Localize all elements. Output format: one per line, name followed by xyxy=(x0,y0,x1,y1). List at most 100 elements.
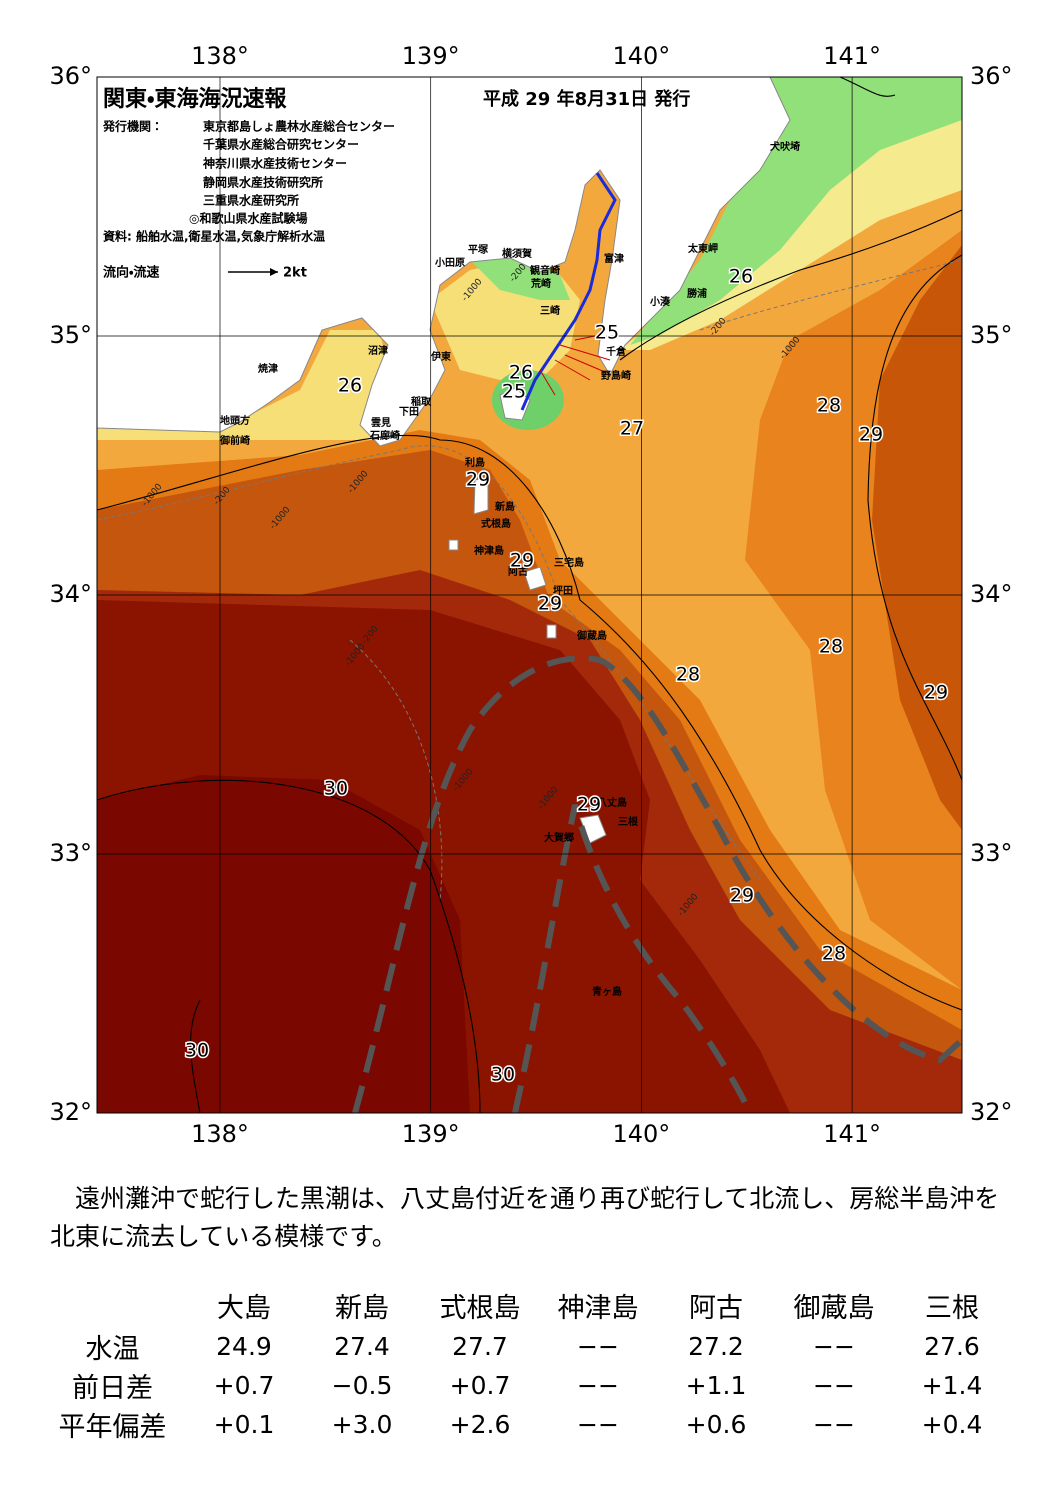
cell: +0.7 xyxy=(449,1371,511,1400)
column-header: 三根 xyxy=(925,1292,979,1324)
place-name: 大賀郷 xyxy=(544,831,574,844)
place-name: 式根島 xyxy=(481,517,511,530)
column-header: 御蔵島 xyxy=(793,1292,875,1324)
temperature-label: 30 xyxy=(491,1064,515,1086)
cell: +1.1 xyxy=(685,1371,747,1400)
publisher: ◎和歌山県水産試験場 xyxy=(189,211,307,226)
place-name: 沼津 xyxy=(368,344,388,357)
data-source: 資料: 船舶水温,衛星水温,気象庁解析水温 xyxy=(103,229,325,244)
temperature-label: 25 xyxy=(595,322,619,344)
lat-label: 36° xyxy=(49,62,92,90)
cell: −− xyxy=(813,1410,855,1439)
cell: +1.4 xyxy=(921,1371,983,1400)
lon-label: 140° xyxy=(612,42,670,70)
cell: +2.6 xyxy=(449,1410,511,1439)
place-name: 新島 xyxy=(494,500,515,513)
data-row: 平年偏差 +0.1 +3.0 +2.6 −− +0.6 −− +0.4 xyxy=(40,1405,1011,1444)
legend-arrowhead xyxy=(270,268,278,276)
lon-label: 141° xyxy=(823,1120,881,1148)
row-label: 水温 xyxy=(85,1334,140,1365)
place-name: 平塚 xyxy=(468,243,489,256)
place-name: 焼津 xyxy=(258,362,278,375)
place-name: 石廊崎 xyxy=(369,429,400,442)
cell: +3.0 xyxy=(331,1410,393,1439)
temperature-label: 29 xyxy=(538,593,562,615)
cell: 27.7 xyxy=(452,1332,508,1361)
cell: −− xyxy=(577,1410,619,1439)
data-row: 前日差 +0.7 −0.5 +0.7 −− +1.1 −− +1.4 xyxy=(40,1366,1011,1405)
header-row: 大島 新島 式根島 神津島 阿古 御蔵島 三根 xyxy=(40,1283,1011,1327)
map: 関東・東海海況速報 平成 29 年8月31日 発行 発行機関： 資料: 船舶水温… xyxy=(49,42,1013,1148)
publisher: 東京都島しょ農林水産総合センター xyxy=(203,119,395,134)
column-header: 神津島 xyxy=(557,1292,639,1324)
cell: +0.7 xyxy=(213,1371,275,1400)
place-name: 小湊 xyxy=(649,295,671,308)
current-legend: 流向・流速 xyxy=(103,265,159,281)
temperature-label: 28 xyxy=(822,943,846,965)
lon-label: 138° xyxy=(191,1120,249,1148)
column-header: 式根島 xyxy=(439,1292,521,1324)
lat-label: 36° xyxy=(970,62,1013,90)
lat-label: 33° xyxy=(49,839,92,867)
temperature-label: 28 xyxy=(819,636,843,658)
temperature-label: 27 xyxy=(620,418,644,440)
lat-label: 34° xyxy=(970,580,1013,608)
temperature-label: 29 xyxy=(859,424,883,446)
place-name: 富津 xyxy=(604,252,624,265)
place-name: 稲取 xyxy=(411,395,432,408)
place-name: 横須賀 xyxy=(502,247,532,260)
place-name: 観音崎 xyxy=(530,264,560,277)
cell: −− xyxy=(577,1332,619,1361)
place-name: 犬吠埼 xyxy=(770,140,800,153)
row-label: 前日差 xyxy=(72,1373,153,1404)
temperature-label: 26 xyxy=(729,266,753,288)
place-name: 小田原 xyxy=(434,256,465,269)
temperature-label: 26 xyxy=(509,362,533,384)
temperature-label: 28 xyxy=(676,664,700,686)
place-name: 御蔵島 xyxy=(576,629,607,642)
lon-label: 139° xyxy=(402,42,460,70)
place-name: 御前崎 xyxy=(219,434,250,447)
cell: 27.6 xyxy=(924,1332,980,1361)
row-label: 平年偏差 xyxy=(58,1412,167,1443)
place-name: 神津島 xyxy=(473,544,504,557)
cell: −− xyxy=(577,1371,619,1400)
sea-temperature-map xyxy=(97,77,962,1113)
cell: +0.4 xyxy=(921,1410,983,1439)
issue-date: 平成 29 年8月31日 発行 xyxy=(483,88,690,110)
cell: 27.4 xyxy=(334,1332,390,1361)
place-name: 太東岬 xyxy=(687,242,718,255)
place-name: 青ヶ島 xyxy=(592,985,622,998)
temperature-label: 29 xyxy=(510,550,534,572)
temperature-label: 25 xyxy=(502,381,526,403)
place-name: 坪田 xyxy=(553,584,573,597)
place-name: 三崎 xyxy=(540,304,560,317)
publisher: 千葉県水産総合研究センター xyxy=(203,137,359,152)
summary: 遠州灘沖で蛇行した黒潮は、八丈島付近を通り再び蛇行して北流し、房総半島沖を北東に… xyxy=(50,1184,1000,1251)
lat-label: 34° xyxy=(49,580,92,608)
publisher-label: 発行機関： xyxy=(102,119,163,134)
temperature-label: 26 xyxy=(338,375,362,397)
publisher: 神奈川県水産技術センター xyxy=(202,156,347,171)
cell: −0.5 xyxy=(331,1371,393,1400)
temperature-label: 30 xyxy=(185,1040,209,1062)
lon-label: 138° xyxy=(191,42,249,70)
lat-label: 32° xyxy=(49,1098,92,1126)
column-header: 大島 xyxy=(217,1292,271,1324)
lon-label: 141° xyxy=(823,42,881,70)
temperature-label: 28 xyxy=(817,395,841,417)
corner xyxy=(40,1283,185,1327)
place-name: 伊東 xyxy=(430,350,451,363)
map-title: 関東・東海海況速報 xyxy=(103,86,287,112)
place-name: 八丈島 xyxy=(597,796,627,809)
temperature-label: 30 xyxy=(324,778,348,800)
place-name: 勝浦 xyxy=(687,287,707,300)
publisher: 静岡県水産技術研究所 xyxy=(203,175,323,190)
temperature-label: 29 xyxy=(577,794,601,816)
place-name: 三根 xyxy=(618,815,639,828)
place-name: 利島 xyxy=(465,456,485,469)
column-header: 新島 xyxy=(335,1292,389,1324)
publisher: 三重県水産研究所 xyxy=(203,193,299,208)
current-scale: 2kt xyxy=(283,266,307,281)
